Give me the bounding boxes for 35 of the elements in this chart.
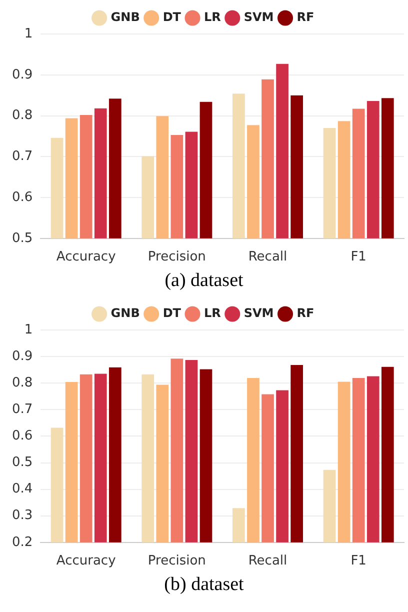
- x-tick-label: Recall: [248, 554, 288, 569]
- legend-label: RF: [296, 306, 314, 320]
- y-tick-label: 0.2: [12, 534, 33, 550]
- y-tick-label: 0.5: [12, 230, 33, 246]
- legend-label: DT: [162, 306, 182, 320]
- x-tick-label: Accuracy: [56, 250, 116, 265]
- legend-label: LR: [204, 10, 221, 24]
- y-tick-label: 0.7: [12, 149, 33, 164]
- text: (a) dataset: [164, 269, 244, 293]
- y-tick-label: 0.7: [12, 402, 33, 418]
- x-tick-label: F1: [350, 554, 366, 569]
- legend-label: GNB: [110, 306, 140, 320]
- y-tick-label: 1: [24, 322, 33, 338]
- x-tick-label: F1: [350, 250, 366, 265]
- legend-label: DT: [162, 10, 182, 24]
- x-tick-label: Accuracy: [56, 554, 116, 569]
- y-tick-label: 0.9: [12, 348, 33, 364]
- y-tick-label: 0.8: [12, 375, 33, 390]
- legend-label: GNB: [110, 10, 140, 24]
- x-tick-label: Precision: [148, 554, 206, 569]
- y-tick-label: 0.4: [12, 482, 33, 497]
- legend-label: LR: [204, 306, 221, 320]
- y-tick-label: 0.9: [12, 67, 33, 82]
- legend-label: SVM: [244, 10, 274, 24]
- y-tick-label: 0.8: [12, 108, 33, 124]
- legend-label: SVM: [244, 306, 274, 320]
- text: (b) dataset: [163, 573, 245, 597]
- y-tick-label: 0.5: [12, 455, 33, 470]
- y-tick-label: 1: [24, 26, 33, 42]
- x-tick-label: Recall: [248, 250, 288, 265]
- y-tick-label: 0.3: [12, 508, 33, 524]
- legend-label: RF: [296, 10, 314, 24]
- y-tick-label: 0.6: [12, 428, 33, 444]
- x-tick-label: Precision: [148, 250, 206, 265]
- y-tick-label: 0.6: [12, 190, 33, 205]
